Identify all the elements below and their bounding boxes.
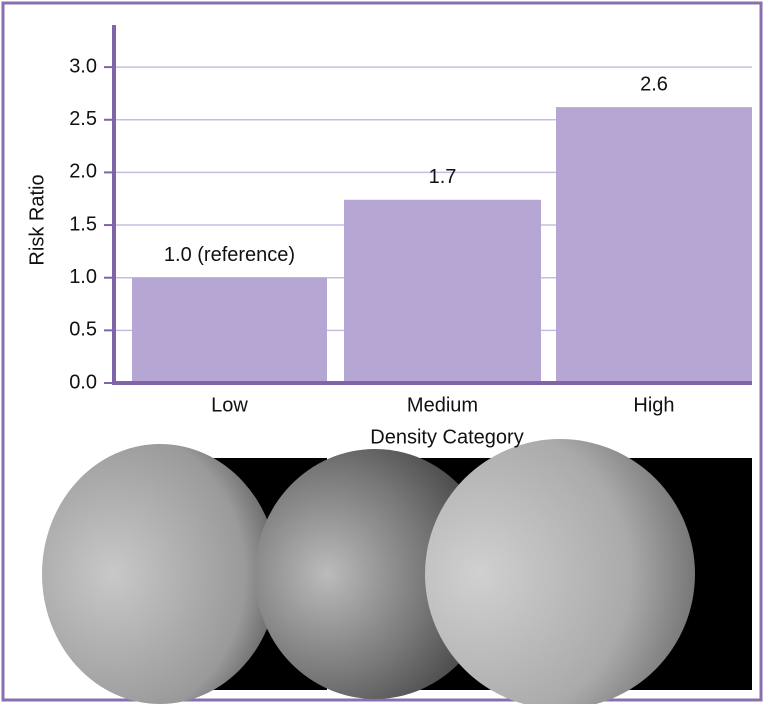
y-tick-label: 0.0 — [69, 371, 97, 393]
bar — [556, 107, 752, 383]
y-tick-label: 1.0 — [69, 266, 97, 288]
x-axis-title: Density Category — [370, 426, 523, 448]
value-label: 1.7 — [429, 166, 457, 188]
value-label: 2.6 — [640, 73, 668, 95]
mammogram-images — [42, 439, 752, 704]
y-axis-title: Risk Ratio — [26, 174, 48, 265]
x-tick-label: Low — [211, 394, 248, 416]
y-tick-label: 2.5 — [69, 108, 97, 130]
y-tick-label: 1.5 — [69, 213, 97, 235]
x-tick-label: High — [633, 394, 674, 416]
value-label: 1.0 (reference) — [164, 244, 295, 266]
y-tick-label: 3.0 — [69, 55, 97, 77]
bar — [132, 278, 327, 383]
chart: Risk Ratio Density Category 0.0 0.5 1.0 1.5… — [0, 0, 765, 704]
x-tick-label: Medium — [407, 394, 478, 416]
y-tick-label: 0.5 — [69, 319, 97, 341]
y-tick-label: 2.0 — [69, 161, 97, 183]
bar — [344, 200, 541, 383]
